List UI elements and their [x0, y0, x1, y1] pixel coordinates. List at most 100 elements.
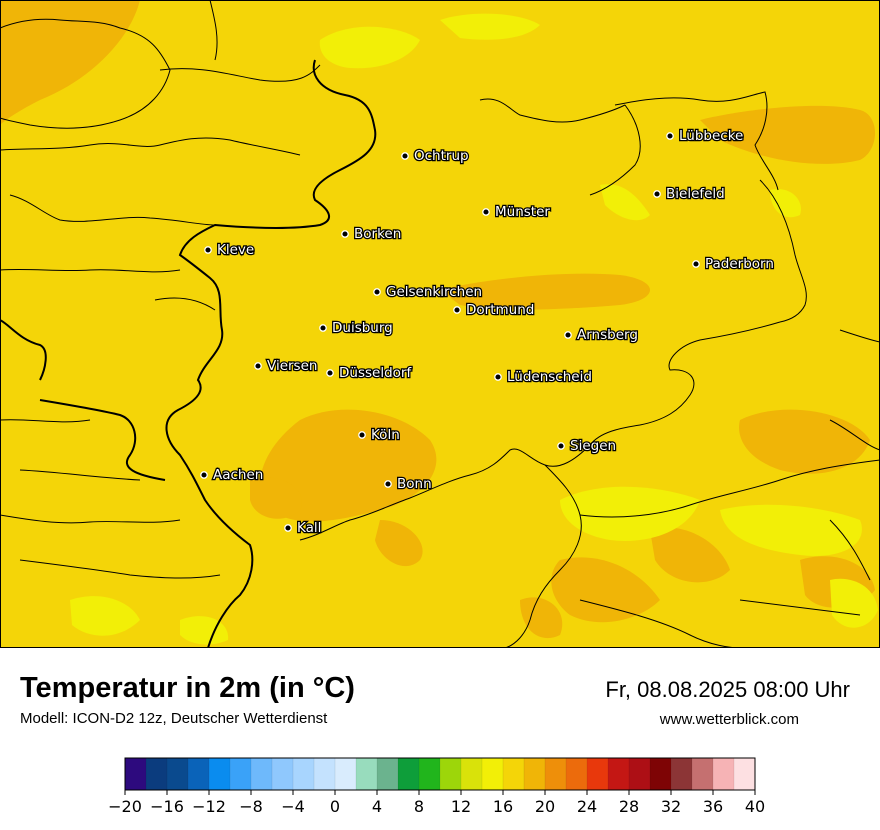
- city-lüdenscheid: Lüdenscheid: [494, 368, 593, 386]
- city-label: Arnsberg: [577, 327, 638, 343]
- city-label: Bonn: [397, 476, 432, 492]
- legend-tick-label: 32: [661, 797, 681, 816]
- city-dot: [204, 246, 212, 254]
- city-kleve: Kleve: [204, 241, 256, 259]
- city-dot: [653, 190, 661, 198]
- website-link[interactable]: www.wetterblick.com: [659, 711, 799, 728]
- legend-tick-label: 16: [493, 797, 513, 816]
- legend-bin: [419, 758, 441, 790]
- city-arnsberg: Arnsberg: [564, 326, 639, 344]
- legend-tick-label: 4: [372, 797, 382, 816]
- legend-bin: [608, 758, 630, 790]
- legend-bin: [398, 758, 420, 790]
- city-dot: [284, 524, 292, 532]
- legend-tick-label: −16: [150, 797, 184, 816]
- city-dot: [341, 230, 349, 238]
- city-ochtrup: Ochtrup: [401, 147, 470, 165]
- warm-zones: [0, 0, 875, 639]
- city-bielefeld: Bielefeld: [653, 185, 726, 203]
- legend-tick-label: 36: [703, 797, 723, 816]
- legend-tick-label: −20: [108, 797, 142, 816]
- legend-bin: [356, 758, 378, 790]
- city-dot: [401, 152, 409, 160]
- city-siegen: Siegen: [557, 437, 617, 455]
- city-label: Lübbecke: [679, 128, 743, 144]
- city-label: Paderborn: [705, 256, 774, 272]
- city-label: Bielefeld: [666, 186, 725, 202]
- city-label: Kall: [297, 520, 321, 536]
- forecast-datetime: Fr, 08.08.2025 08:00 Uhr: [605, 677, 850, 702]
- legend-bin: [524, 758, 546, 790]
- legend-bin: [377, 758, 399, 790]
- legend-bin: [671, 758, 693, 790]
- legend-ticks: −20 −16 −12 −8 −4 0 4 8 12 16 20 24 28 32 36 40: [108, 790, 765, 816]
- legend-tick-label: 40: [745, 797, 765, 816]
- city-dot: [564, 331, 572, 339]
- city-dot: [453, 306, 461, 314]
- legend-tick-label: 20: [535, 797, 555, 816]
- legend-bin: [251, 758, 273, 790]
- legend-tick-label: 12: [451, 797, 471, 816]
- city-label: Münster: [495, 204, 550, 220]
- city-label: Kleve: [217, 242, 254, 258]
- legend-bin: [566, 758, 588, 790]
- city-dot: [326, 369, 334, 377]
- map-title: Temperatur in 2m (in °C): [20, 672, 355, 704]
- city-dot: [666, 132, 674, 140]
- city-dot: [319, 324, 327, 332]
- city-dortmund: Dortmund: [453, 301, 536, 319]
- legend-bin: [650, 758, 672, 790]
- city-borken: Borken: [341, 225, 403, 243]
- regional-borders: [0, 0, 880, 648]
- city-dot: [384, 480, 392, 488]
- city-paderborn: Paderborn: [692, 255, 775, 273]
- city-label: Gelsenkirchen: [386, 284, 482, 300]
- city-kall: Kall: [284, 519, 323, 537]
- city-gelsenkirchen: Gelsenkirchen: [373, 283, 483, 301]
- legend-bin: [692, 758, 714, 790]
- legend-bin: [545, 758, 567, 790]
- city-label: Lüdenscheid: [507, 369, 592, 385]
- city-münster: Münster: [482, 203, 552, 221]
- legend-bin: [167, 758, 189, 790]
- city-dot: [358, 431, 366, 439]
- legend-bin: [482, 758, 504, 790]
- legend-bin: [146, 758, 168, 790]
- city-düsseldorf: Düsseldorf: [326, 364, 414, 382]
- legend-bin: [188, 758, 210, 790]
- temperature-map: Lübbecke Ochtrup Bielefeld Münster Borken Kle…: [0, 0, 880, 648]
- city-dot: [254, 362, 262, 370]
- legend-tick-label: −12: [192, 797, 226, 816]
- temperature-field: [0, 0, 880, 648]
- city-dot: [200, 471, 208, 479]
- city-viersen: Viersen: [254, 357, 319, 375]
- national-borders: [0, 59, 377, 648]
- city-label: Köln: [371, 427, 400, 443]
- city-label: Borken: [354, 226, 401, 242]
- city-dot: [692, 260, 700, 268]
- city-label: Aachen: [213, 467, 263, 483]
- city-aachen: Aachen: [200, 466, 265, 484]
- legend-tick-label: 0: [330, 797, 340, 816]
- legend-tick-label: 28: [619, 797, 639, 816]
- city-duisburg: Duisburg: [319, 319, 394, 337]
- legend-tick-label: −8: [239, 797, 263, 816]
- legend-frame: [124, 757, 756, 791]
- legend-bin: [587, 758, 609, 790]
- city-markers: Lübbecke Ochtrup Bielefeld Münster Borken Kle…: [200, 127, 775, 537]
- city-lübbecke: Lübbecke: [666, 127, 745, 145]
- legend-tick-label: 24: [577, 797, 597, 816]
- city-dot: [482, 208, 490, 216]
- legend-bin: [209, 758, 231, 790]
- city-bonn: Bonn: [384, 475, 433, 493]
- legend-bin: [734, 758, 756, 790]
- legend-bin: [503, 758, 525, 790]
- legend-bin: [314, 758, 336, 790]
- legend-bin: [272, 758, 294, 790]
- color-legend: −20 −16 −12 −8 −4 0 4 8 12 16 20 24 28 32 36 40: [108, 757, 765, 816]
- city-label: Siegen: [570, 438, 616, 454]
- legend-bin: [125, 758, 147, 790]
- legend-tick-label: −4: [281, 797, 305, 816]
- city-köln: Köln: [358, 426, 401, 444]
- city-dot: [494, 373, 502, 381]
